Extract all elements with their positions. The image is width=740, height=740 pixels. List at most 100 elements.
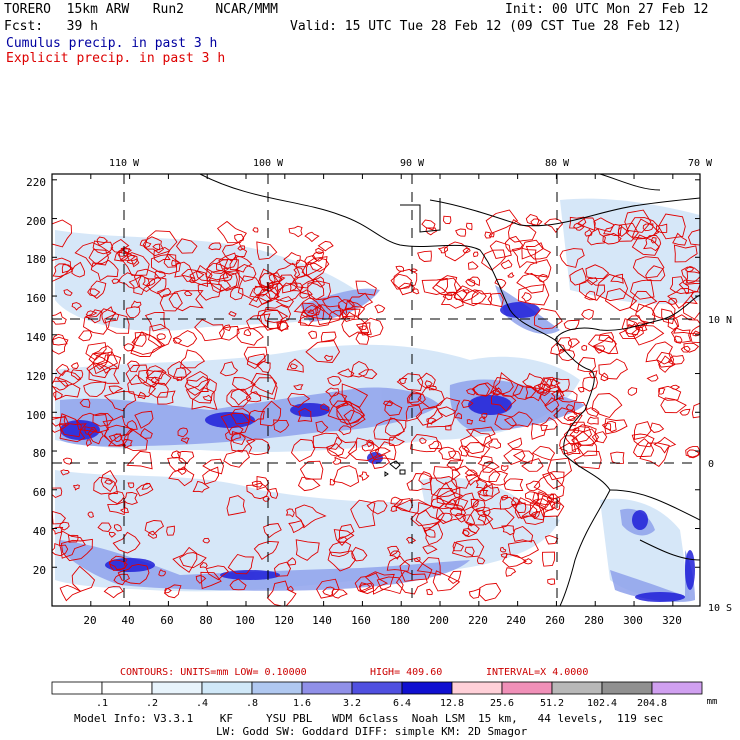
contour-line bbox=[673, 314, 700, 334]
contour-line bbox=[329, 478, 336, 486]
contour-line bbox=[84, 309, 103, 324]
contour-line bbox=[515, 497, 546, 520]
contour-line bbox=[172, 337, 183, 344]
contour-line bbox=[355, 332, 370, 345]
contour-line bbox=[71, 565, 96, 592]
contour-line bbox=[200, 571, 222, 590]
contour-line bbox=[595, 273, 629, 302]
contour-line bbox=[146, 277, 167, 295]
contour-line bbox=[300, 303, 333, 327]
contour-line bbox=[325, 387, 340, 397]
contour-line bbox=[222, 324, 231, 332]
contour-line bbox=[275, 282, 302, 303]
contour-line bbox=[227, 553, 254, 575]
contour-line bbox=[148, 382, 169, 398]
contour-line bbox=[624, 209, 652, 233]
contour-line bbox=[111, 278, 121, 285]
lon-label: 80 W bbox=[545, 158, 570, 169]
contour-line bbox=[167, 456, 187, 472]
lon-label: 110 W bbox=[109, 158, 140, 169]
contour-line bbox=[669, 384, 681, 390]
contour-line bbox=[83, 381, 107, 398]
contour-line bbox=[206, 270, 238, 292]
contour-line bbox=[293, 384, 304, 391]
contour-line bbox=[433, 466, 461, 486]
contour-line bbox=[542, 471, 565, 490]
contour-line bbox=[631, 324, 665, 346]
contour-line bbox=[135, 482, 154, 497]
y-tick-label: 20 bbox=[33, 564, 46, 577]
contour-line bbox=[285, 508, 295, 518]
legend-explicit: Explicit precip. in past 3 h bbox=[6, 51, 226, 66]
contour-line bbox=[358, 325, 367, 331]
contour-line bbox=[263, 523, 282, 539]
model-physics: LW: Godd SW: Goddard DIFF: simple KM: 2D… bbox=[216, 725, 528, 738]
contour-line bbox=[587, 416, 599, 425]
x-tick-label: 60 bbox=[160, 614, 173, 627]
contour-line bbox=[384, 400, 403, 416]
contour-line bbox=[642, 223, 654, 232]
contour-line bbox=[461, 399, 474, 409]
contour-line bbox=[52, 542, 69, 557]
colorbar-swatch bbox=[501, 681, 553, 695]
contour-line bbox=[587, 334, 617, 354]
contour-line bbox=[437, 246, 449, 254]
forecast-hour: Fcst: 39 h bbox=[4, 19, 98, 34]
contour-line bbox=[629, 290, 658, 313]
contour-line bbox=[171, 259, 180, 267]
contour-line bbox=[685, 446, 700, 458]
x-tick-label: 120 bbox=[274, 614, 294, 627]
contour-line bbox=[559, 435, 577, 455]
x-tick-label: 160 bbox=[351, 614, 371, 627]
contour-line bbox=[668, 297, 678, 305]
contour-line bbox=[485, 209, 519, 234]
contour-line bbox=[84, 426, 98, 436]
contour-line bbox=[585, 407, 600, 417]
contour-line bbox=[488, 471, 509, 486]
contour-line bbox=[458, 445, 470, 457]
contour-line bbox=[52, 257, 71, 282]
contour-line bbox=[494, 371, 524, 397]
contour-line bbox=[587, 228, 606, 246]
contour-line bbox=[500, 259, 513, 270]
contour-line bbox=[85, 342, 107, 361]
contour-line bbox=[536, 491, 554, 506]
contour-line bbox=[335, 402, 365, 426]
contour-line bbox=[196, 264, 213, 282]
contour-line bbox=[332, 465, 360, 488]
contour-line bbox=[139, 427, 153, 439]
colorbar-swatch bbox=[351, 681, 403, 695]
contour-line bbox=[470, 498, 479, 509]
colorbar-swatch bbox=[601, 681, 653, 695]
contour-line bbox=[343, 409, 366, 428]
contour-line bbox=[52, 311, 67, 325]
contour-line bbox=[581, 344, 588, 351]
contour-line bbox=[598, 358, 628, 380]
contour-line bbox=[453, 285, 480, 302]
colorbar-label: 6.4 bbox=[393, 698, 411, 709]
contour-line bbox=[442, 293, 453, 301]
contour-line bbox=[451, 465, 480, 489]
contour-line bbox=[477, 483, 500, 502]
contour-line bbox=[419, 437, 427, 444]
contour-line bbox=[202, 458, 224, 475]
contour-line bbox=[503, 448, 526, 466]
contour-line bbox=[152, 243, 161, 251]
contour-line bbox=[145, 365, 167, 380]
contour-line bbox=[415, 509, 441, 532]
contour-line bbox=[639, 442, 670, 467]
contour-line bbox=[219, 361, 239, 377]
contour-line bbox=[150, 376, 161, 384]
contour-line bbox=[179, 349, 206, 369]
contour-line bbox=[477, 466, 501, 482]
contour-line bbox=[177, 427, 189, 438]
contour-line bbox=[108, 531, 117, 538]
plot-frame bbox=[51, 173, 701, 607]
contour-line bbox=[631, 234, 660, 256]
contour-line bbox=[345, 300, 366, 317]
contour-line bbox=[645, 265, 666, 282]
contour-line bbox=[428, 385, 437, 391]
contour-line bbox=[658, 387, 666, 395]
contour-line bbox=[231, 377, 256, 391]
